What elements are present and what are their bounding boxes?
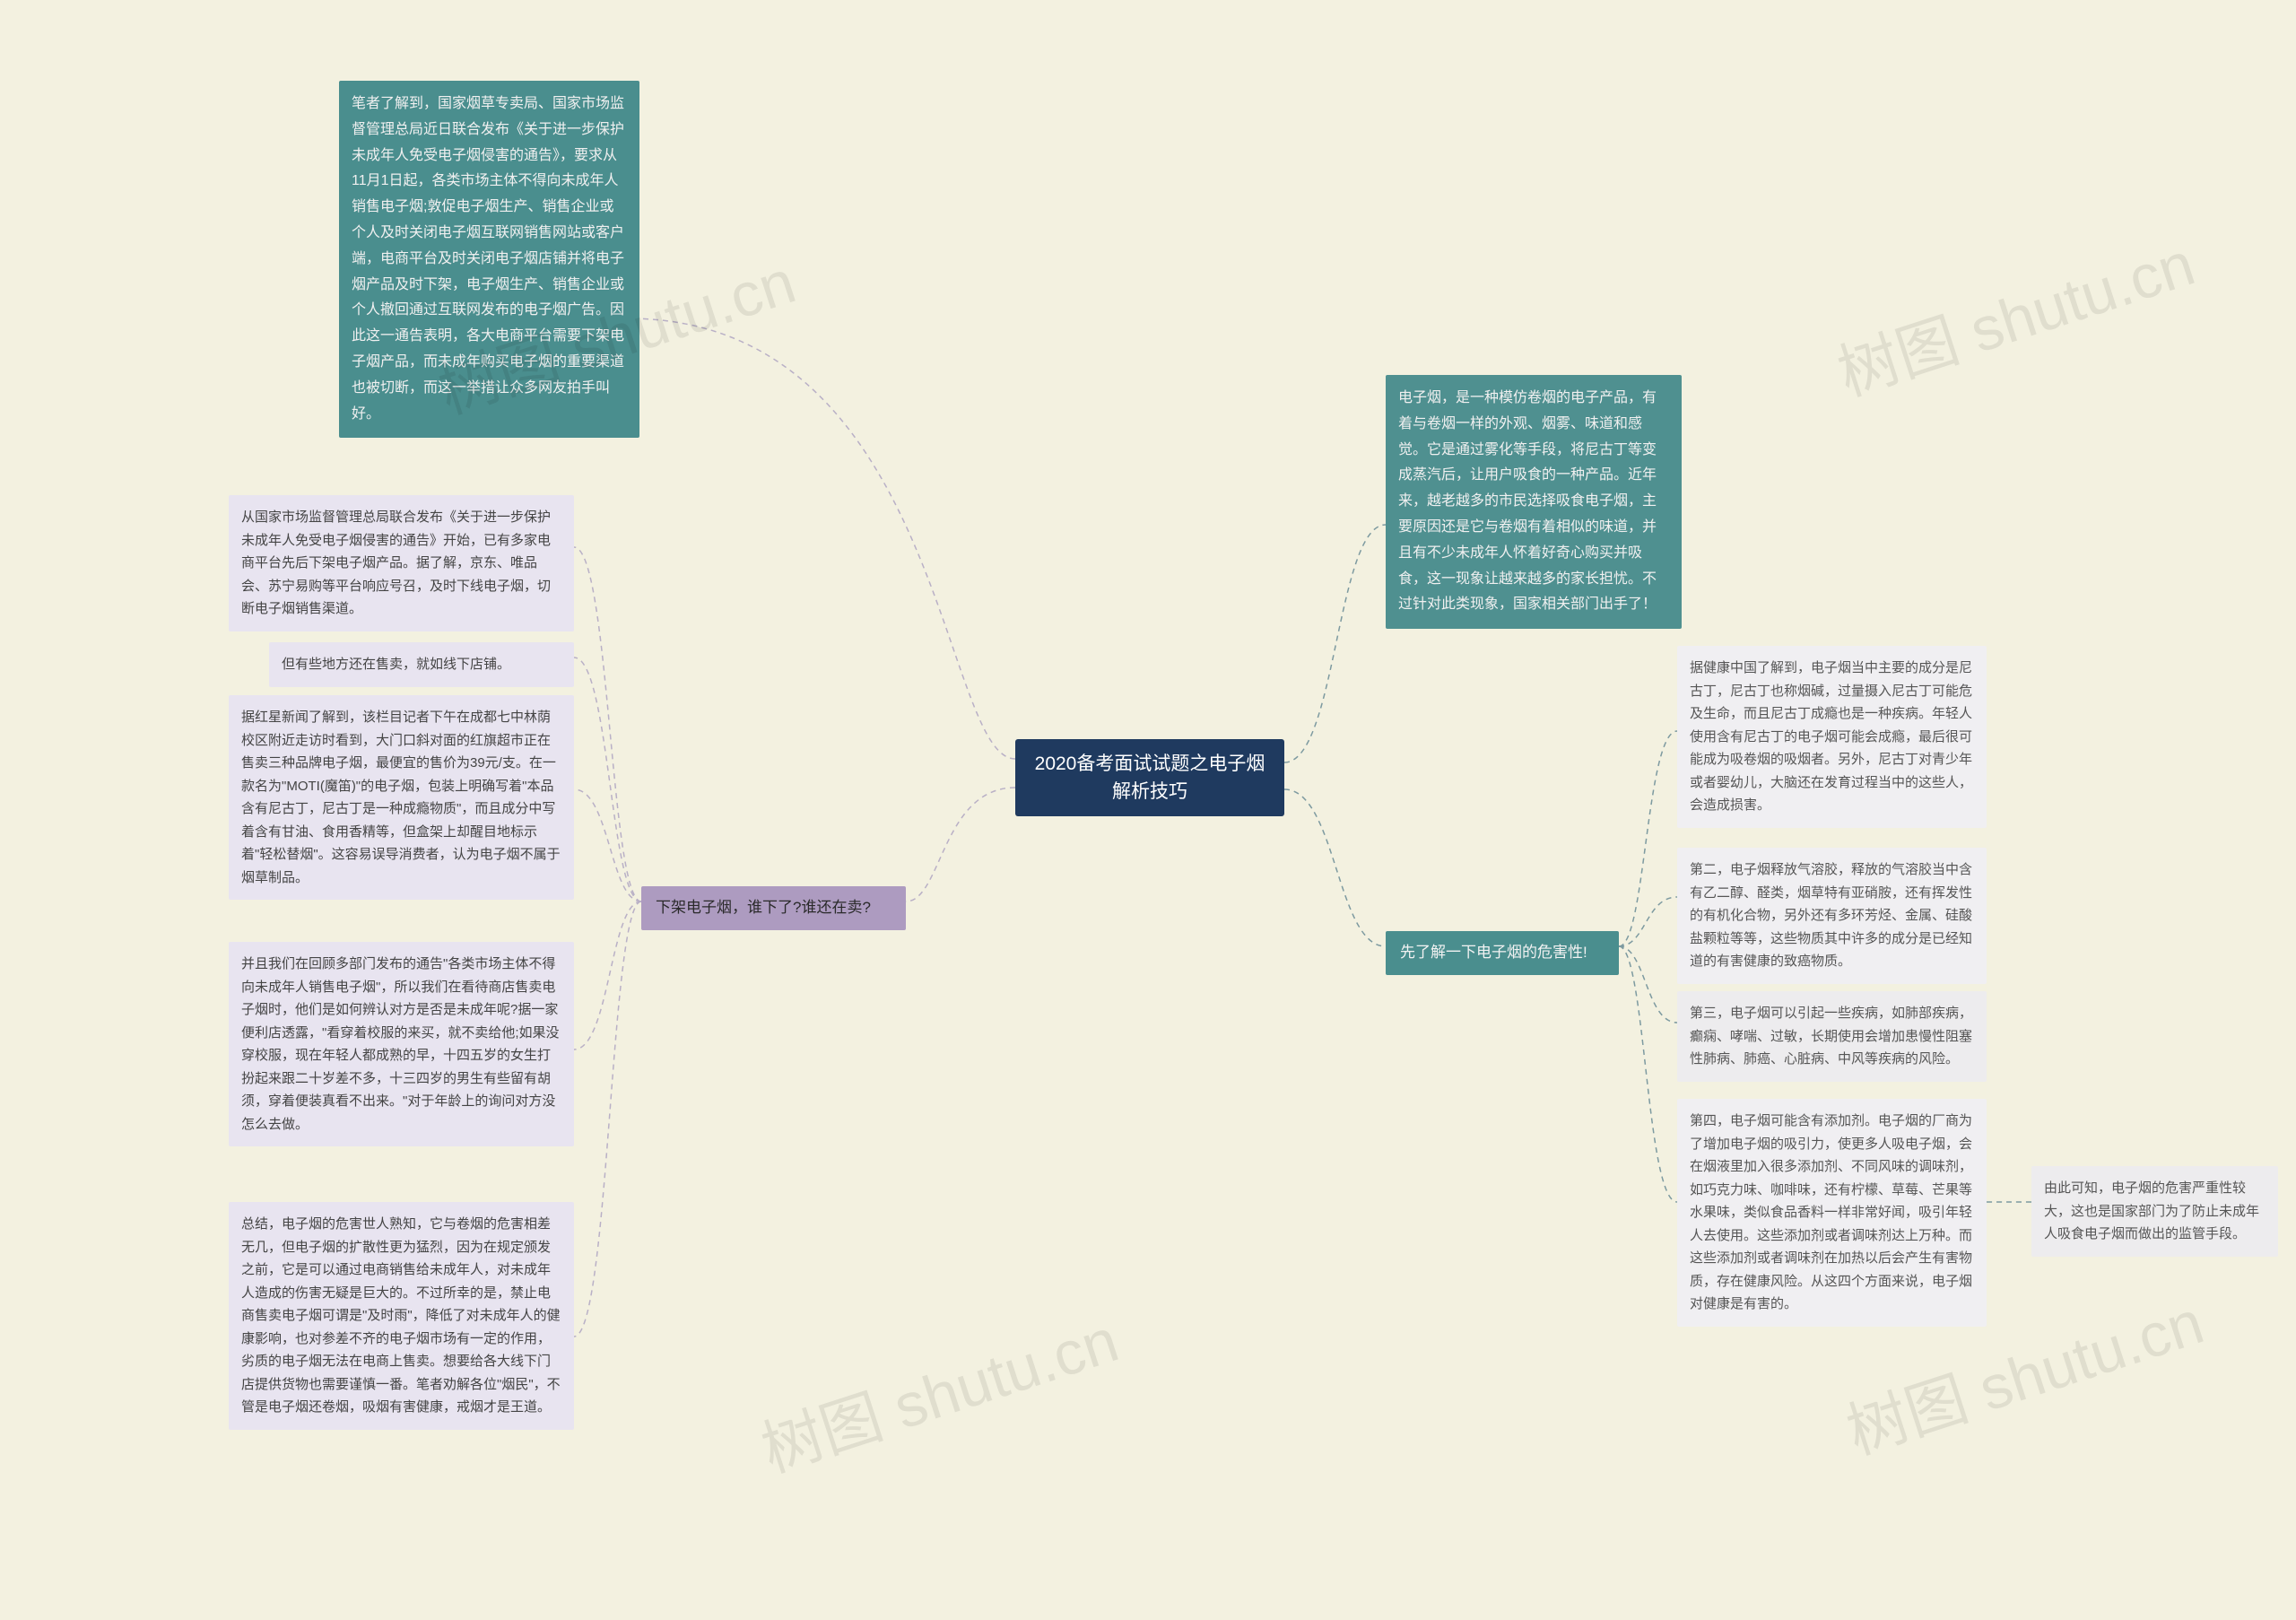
sell-item: 总结，电子烟的危害世人熟知，它与卷烟的危害相差无几，但电子烟的扩散性更为猛烈，因…: [229, 1202, 574, 1430]
danger-item: 第二，电子烟释放气溶胶，释放的气溶胶当中含有乙二醇、醛类，烟草特有亚硝胺，还有挥…: [1677, 848, 1987, 984]
danger-item: 第四，电子烟可能含有添加剂。电子烟的厂商为了增加电子烟的吸引力，使更多人吸电子烟…: [1677, 1099, 1987, 1327]
danger-item: 第三，电子烟可以引起一些疾病，如肺部疾病，癫痫、哮喘、过敏，长期使用会增加患慢性…: [1677, 991, 1987, 1082]
left-govnotice-node: 笔者了解到，国家烟草专卖局、国家市场监督管理总局近日联合发布《关于进一步保护未成…: [339, 81, 639, 438]
watermark: 树图 shutu.cn: [749, 1291, 1127, 1489]
danger-conclusion: 由此可知，电子烟的危害严重性较大，这也是国家部门为了防止未成年人吸食电子烟而做出…: [2031, 1166, 2278, 1257]
right-intro-node: 电子烟，是一种模仿卷烟的电子产品，有着与卷烟一样的外观、烟雾、味道和感觉。它是通…: [1386, 375, 1682, 629]
sell-item: 并且我们在回顾多部门发布的通告"各类市场主体不得向未成年人销售电子烟"，所以我们…: [229, 942, 574, 1146]
watermark: 树图 shutu.cn: [1825, 214, 2204, 413]
sell-item: 据红星新闻了解到，该栏目记者下午在成都七中林荫校区附近走访时看到，大门口斜对面的…: [229, 695, 574, 900]
sell-item: 从国家市场监督管理总局联合发布《关于进一步保护未成年人免受电子烟侵害的通告》开始…: [229, 495, 574, 631]
sell-label-node: 下架电子烟，谁下了?谁还在卖?: [641, 886, 906, 930]
danger-label-node: 先了解一下电子烟的危害性!: [1386, 931, 1619, 975]
sell-item: 但有些地方还在售卖，就如线下店铺。: [269, 642, 574, 687]
danger-item: 据健康中国了解到，电子烟当中主要的成分是尼古丁，尼古丁也称烟碱，过量摄入尼古丁可…: [1677, 646, 1987, 828]
root-node: 2020备考面试试题之电子烟解析技巧: [1015, 739, 1284, 816]
